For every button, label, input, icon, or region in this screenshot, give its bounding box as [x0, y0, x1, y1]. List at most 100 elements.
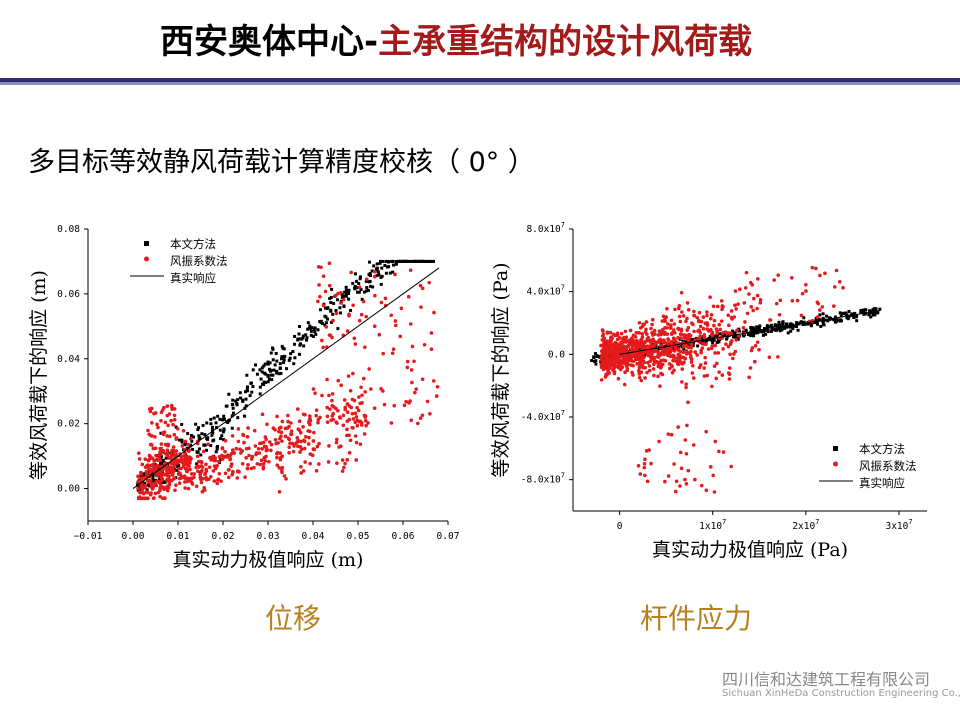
data-point-vibration: [699, 350, 703, 355]
data-point-method: [306, 327, 310, 331]
data-point-vibration: [165, 477, 169, 482]
data-point-vibration: [727, 377, 732, 381]
data-point-method: [347, 289, 351, 293]
data-point-method: [151, 479, 155, 483]
data-point-vibration: [692, 313, 697, 318]
data-point-vibration: [640, 363, 645, 368]
data-point-vibration: [603, 375, 608, 379]
data-point-method: [242, 414, 246, 418]
data-point-vibration: [362, 413, 367, 418]
data-point-vibration: [284, 477, 288, 481]
data-point-vibration: [409, 418, 414, 423]
data-point-method: [301, 334, 305, 338]
data-point-vibration: [171, 445, 176, 449]
data-point-method: [323, 314, 327, 318]
legend-label: 本文方法: [859, 442, 905, 456]
data-point-method: [203, 433, 207, 437]
data-point-vibration: [223, 439, 228, 443]
data-point-method: [863, 312, 867, 316]
data-point-vibration: [603, 346, 607, 351]
data-point-method: [262, 380, 266, 384]
data-point-vibration: [163, 420, 168, 425]
data-point-method: [288, 356, 292, 360]
data-point-vibration: [183, 486, 187, 490]
data-point-vibration: [183, 480, 187, 484]
data-point-vibration: [615, 364, 620, 369]
data-point-vibration: [429, 347, 434, 351]
data-point-method: [725, 335, 729, 339]
data-point-vibration: [259, 458, 264, 463]
data-point-vibration: [641, 351, 646, 356]
data-point-method: [709, 338, 713, 342]
data-point-method: [737, 327, 741, 331]
data-point-vibration: [644, 449, 649, 453]
data-point-vibration: [363, 418, 368, 423]
data-point-method: [309, 333, 313, 337]
data-point-method: [832, 318, 836, 322]
data-point-vibration: [172, 413, 177, 418]
data-point-method: [267, 367, 271, 371]
data-point-vibration: [195, 454, 200, 459]
data-point-vibration: [744, 270, 749, 275]
data-point-method: [312, 328, 316, 332]
data-point-vibration: [345, 410, 350, 414]
data-point-vibration: [795, 298, 800, 303]
data-point-vibration: [690, 371, 695, 375]
data-point-vibration: [148, 479, 153, 483]
data-point-method: [304, 333, 308, 337]
data-point-vibration: [361, 299, 366, 304]
data-point-vibration: [637, 362, 642, 366]
data-point-vibration: [429, 331, 434, 335]
data-point-vibration: [659, 339, 663, 344]
data-point-vibration: [645, 360, 650, 365]
data-point-vibration: [277, 426, 282, 431]
data-point-method: [194, 422, 198, 426]
data-point-vibration: [404, 399, 408, 404]
data-point-method: [802, 320, 806, 324]
data-point-vibration: [733, 289, 738, 293]
data-point-vibration: [200, 465, 205, 469]
data-point-method: [235, 403, 239, 407]
data-point-vibration: [372, 274, 377, 279]
tick-base: -4.0x10: [521, 412, 561, 423]
data-point-method: [278, 366, 282, 370]
data-point-method: [847, 309, 851, 313]
data-point-vibration: [639, 354, 644, 359]
data-point-vibration: [691, 443, 696, 447]
data-point-method: [202, 443, 206, 447]
data-point-vibration: [232, 451, 237, 455]
data-point-vibration: [366, 421, 370, 425]
data-point-method: [375, 269, 379, 273]
data-point-method: [262, 364, 266, 368]
data-point-method: [259, 377, 263, 381]
data-point-vibration: [373, 293, 377, 298]
data-point-method: [266, 374, 270, 378]
data-point-vibration: [804, 282, 808, 287]
data-point-vibration: [165, 434, 169, 438]
data-point-vibration: [364, 277, 369, 281]
data-point-vibration: [321, 345, 325, 350]
data-point-vibration: [194, 465, 198, 470]
data-point-vibration: [695, 353, 699, 357]
data-point-method: [404, 259, 408, 263]
data-point-vibration: [260, 412, 265, 417]
data-point-vibration: [680, 380, 684, 384]
data-point-vibration: [408, 268, 413, 272]
data-point-vibration: [685, 301, 690, 305]
data-point-method: [143, 481, 147, 485]
data-point-vibration: [392, 403, 397, 408]
data-point-vibration: [157, 456, 162, 461]
data-point-method: [384, 259, 388, 263]
data-point-vibration: [629, 363, 634, 367]
x-tick-label: 0.05: [347, 531, 370, 542]
data-point-method: [426, 259, 430, 263]
data-point-method: [749, 327, 753, 331]
data-point-method: [365, 286, 369, 290]
data-point-vibration: [616, 344, 620, 349]
data-point-method: [196, 426, 200, 430]
data-point-method: [188, 444, 192, 448]
data-point-vibration: [317, 283, 321, 287]
data-point-vibration: [676, 359, 681, 363]
data-point-vibration: [150, 456, 155, 461]
data-point-vibration: [295, 435, 300, 440]
